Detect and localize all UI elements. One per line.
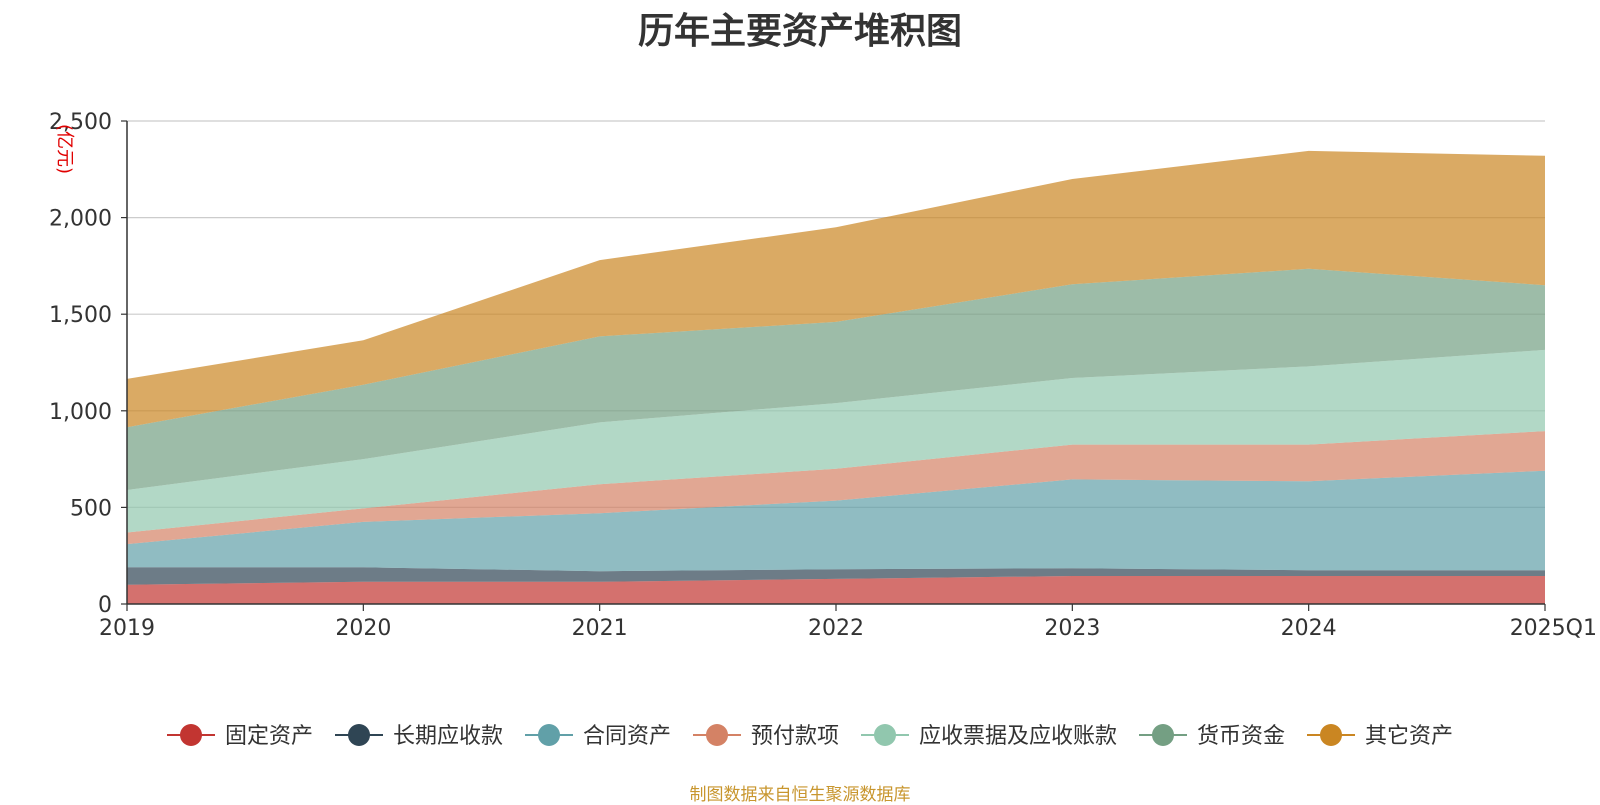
- x-tick-label: 2025Q1: [1510, 616, 1597, 641]
- legend-item-6[interactable]: 其它资产: [1307, 724, 1453, 749]
- legend-item-2[interactable]: 合同资产: [525, 724, 671, 749]
- legend-label: 货币资金: [1197, 724, 1285, 749]
- legend-item-1[interactable]: 长期应收款: [335, 724, 503, 749]
- legend-marker: [874, 724, 896, 746]
- chart-title: 历年主要资产堆积图: [637, 11, 962, 52]
- legend-marker: [180, 724, 202, 746]
- y-tick-label: 2,000: [49, 207, 112, 232]
- area-series-2: [127, 470, 1545, 572]
- legend-item-5[interactable]: 货币资金: [1139, 724, 1285, 749]
- legend-marker: [538, 724, 560, 746]
- x-tick-label: 2022: [808, 616, 864, 641]
- legend-item-3[interactable]: 预付款项: [693, 724, 839, 749]
- legend-marker: [1320, 724, 1342, 746]
- y-tick-label: 2,500: [49, 110, 112, 135]
- y-unit-label: (亿元): [54, 124, 75, 174]
- legend: 固定资产 长期应收款 合同资产 预付款项 应收票据及应收账款 货币资金 其它资产: [167, 724, 1453, 749]
- legend-marker: [348, 724, 370, 746]
- legend-label: 合同资产: [583, 724, 671, 749]
- area-series-layer: [127, 150, 1545, 604]
- source-note: 制图数据来自恒生聚源数据库: [689, 785, 911, 805]
- x-tick-label: 2024: [1281, 616, 1337, 641]
- area-series-0: [127, 576, 1545, 604]
- axes: 0 500 1,000 1,500 2,000 2,500 2019 2020 2021 2022…: [49, 110, 1597, 641]
- area-series-6: [127, 150, 1545, 428]
- legend-item-0[interactable]: 固定资产: [167, 724, 313, 749]
- legend-label: 长期应收款: [393, 724, 503, 749]
- legend-label: 应收票据及应收账款: [919, 724, 1117, 749]
- area-series-4: [127, 349, 1545, 533]
- area-series-1: [127, 567, 1545, 585]
- legend-label: 其它资产: [1365, 724, 1453, 749]
- area-series-3: [127, 431, 1545, 545]
- legend-marker: [706, 724, 728, 746]
- area-series-5: [127, 268, 1545, 490]
- legend-item-4[interactable]: 应收票据及应收账款: [861, 724, 1117, 749]
- y-tick-label: 1,500: [49, 303, 112, 328]
- x-tick-label: 2019: [99, 616, 155, 641]
- y-tick-label: 1,000: [49, 400, 112, 425]
- x-tick-label: 2021: [572, 616, 628, 641]
- y-tick-label: 500: [70, 496, 112, 521]
- x-tick-label: 2023: [1044, 616, 1100, 641]
- legend-label: 固定资产: [225, 724, 313, 749]
- legend-label: 预付款项: [751, 724, 839, 749]
- legend-marker: [1152, 724, 1174, 746]
- y-tick-label: 0: [98, 593, 112, 618]
- x-tick-label: 2020: [335, 616, 391, 641]
